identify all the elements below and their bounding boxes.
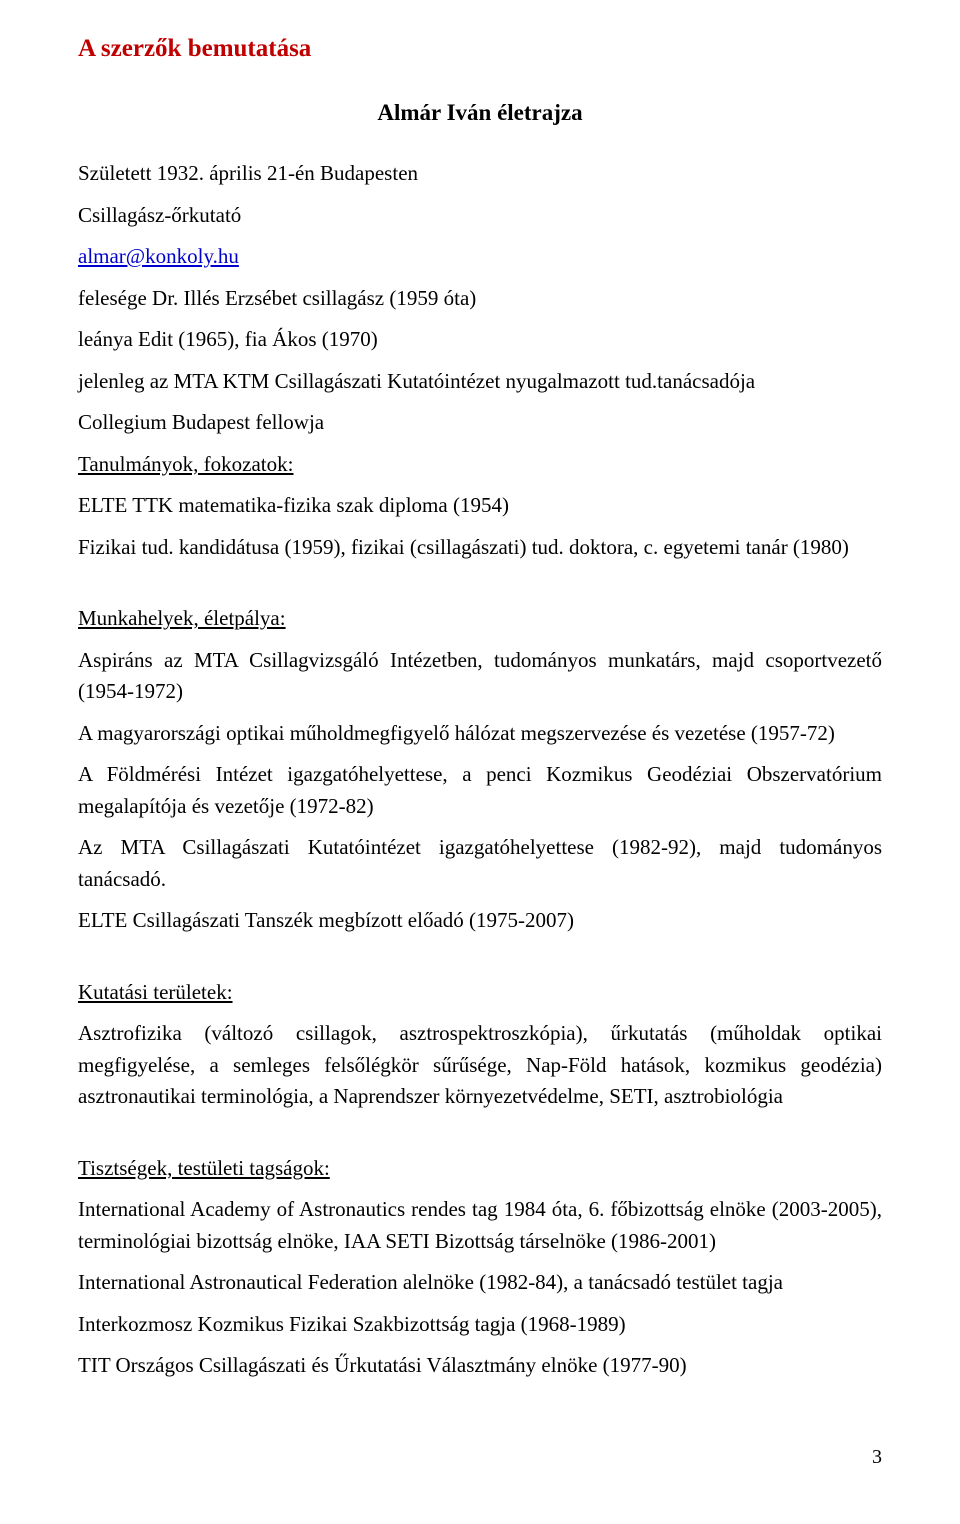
page-number: 3 [78, 1442, 882, 1472]
spouse-line: felesége Dr. Illés Erzsébet csillagász (… [78, 283, 882, 315]
career-4: Az MTA Csillagászati Kutatóintézet igazg… [78, 832, 882, 895]
career-1: Aspiráns az MTA Csillagvizsgáló Intézetb… [78, 645, 882, 708]
membership-1: International Academy of Astronautics re… [78, 1194, 882, 1257]
fellow-line: Collegium Budapest fellowja [78, 407, 882, 439]
career-heading: Munkahelyek, életpálya: [78, 606, 286, 630]
children-line: leánya Edit (1965), fia Ákos (1970) [78, 324, 882, 356]
studies-heading: Tanulmányok, fokozatok: [78, 452, 293, 476]
membership-2: International Astronautical Federation a… [78, 1267, 882, 1299]
memberships-heading: Tisztségek, testületi tagságok: [78, 1156, 330, 1180]
position-line: jelenleg az MTA KTM Csillagászati Kutató… [78, 366, 882, 398]
career-3: A Földmérési Intézet igazgatóhelyettese,… [78, 759, 882, 822]
main-title: A szerzők bemutatása [78, 30, 882, 68]
role-line: Csillagász-őrkutató [78, 200, 882, 232]
diploma-line: ELTE TTK matematika-fizika szak diploma … [78, 490, 882, 522]
research-text: Asztrofizika (változó csillagok, asztros… [78, 1018, 882, 1113]
birth-line: Született 1932. április 21-én Budapesten [78, 158, 882, 190]
sub-title: Almár Iván életrajza [78, 96, 882, 131]
membership-4: TIT Országos Csillagászati és Űrkutatási… [78, 1350, 882, 1382]
career-5: ELTE Csillagászati Tanszék megbízott elő… [78, 905, 882, 937]
membership-3: Interkozmosz Kozmikus Fizikai Szakbizott… [78, 1309, 882, 1341]
career-2: A magyarországi optikai műholdmegfigyelő… [78, 718, 882, 750]
research-heading: Kutatási területek: [78, 980, 233, 1004]
degrees-line: Fizikai tud. kandidátusa (1959), fizikai… [78, 532, 882, 564]
email-link[interactable]: almar@konkoly.hu [78, 244, 239, 268]
